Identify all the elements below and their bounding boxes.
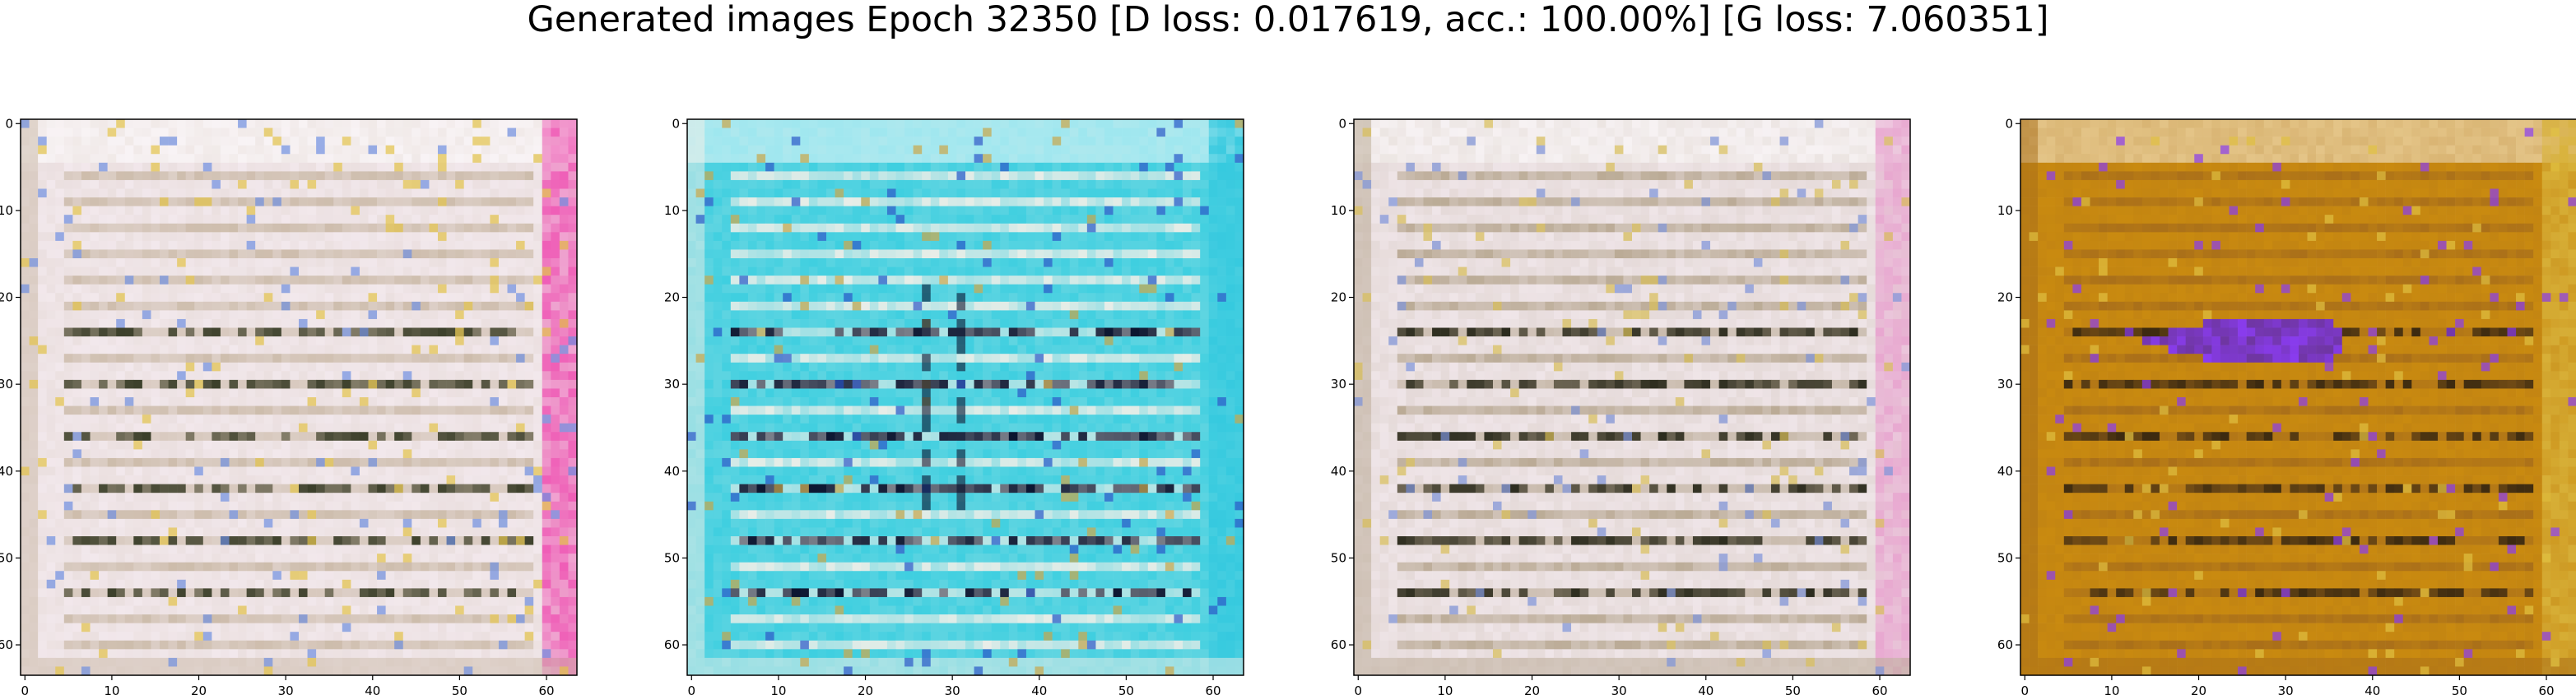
image-pixels	[2020, 119, 2576, 676]
image-pixels	[1354, 119, 1911, 676]
y-tick-label: 50	[1331, 550, 1346, 565]
x-tick-label: 40	[365, 683, 380, 695]
figure-title: Generated images Epoch 32350 [D loss: 0.…	[527, 0, 2049, 40]
x-tick-label: 50	[452, 683, 467, 695]
x-tick-label: 60	[538, 683, 554, 695]
image-panel-4: 0 10 20 30 40 50 60 0 10 20 30 40 50 60	[1997, 116, 2576, 695]
y-tick-label: 30	[1331, 377, 1346, 392]
x-tick-label: 10	[2104, 683, 2119, 695]
y-tick-label: 20	[0, 290, 13, 305]
y-tick-label: 10	[0, 203, 13, 218]
x-tick-label: 40	[1698, 683, 1713, 695]
y-tick-label: 0	[5, 116, 13, 131]
y-tick-label: 30	[0, 377, 13, 392]
y-tick-label: 60	[0, 637, 13, 652]
y-tick-label: 10	[1331, 203, 1346, 218]
y-tick-label: 50	[1997, 550, 2013, 565]
x-tick-label: 20	[858, 683, 873, 695]
x-tick-label: 0	[688, 683, 696, 695]
x-tick-label: 10	[1437, 683, 1453, 695]
y-tick-label: 60	[664, 637, 680, 652]
image-pixels	[687, 119, 1244, 676]
image-panel-1: 0 10 20 30 40 50 60 0 10 20 30 40 50 60	[0, 116, 578, 695]
x-tick-label: 50	[2452, 683, 2467, 695]
image-panel-3: 0 10 20 30 40 50 60 0 10 20 30 40 50 60	[1331, 116, 1911, 695]
y-tick-label: 50	[664, 550, 680, 565]
x-tick-label: 20	[191, 683, 207, 695]
y-tick-label: 60	[1331, 637, 1346, 652]
x-tick-label: 30	[2278, 683, 2294, 695]
x-tick-label: 60	[2538, 683, 2554, 695]
x-tick-label: 50	[1785, 683, 1801, 695]
x-tick-label: 0	[21, 683, 30, 695]
image-panel-2: 0 10 20 30 40 50 60 0 10 20 30 40 50 60	[664, 116, 1244, 695]
y-tick-label: 20	[664, 290, 680, 305]
y-tick-label: 20	[1997, 290, 2013, 305]
x-tick-label: 10	[104, 683, 119, 695]
y-tick-label: 40	[1997, 464, 2013, 479]
y-tick-label: 0	[672, 116, 680, 131]
y-tick-label: 0	[1338, 116, 1346, 131]
x-tick-label: 30	[278, 683, 294, 695]
x-tick-label: 40	[2364, 683, 2380, 695]
y-tick-label: 0	[2005, 116, 2013, 131]
y-tick-label: 30	[1997, 377, 2013, 392]
x-tick-label: 50	[1118, 683, 1134, 695]
y-tick-label: 40	[1331, 464, 1346, 479]
x-tick-label: 20	[2191, 683, 2206, 695]
axes-frame	[1353, 118, 1911, 676]
x-tick-label: 0	[2021, 683, 2030, 695]
x-tick-label: 0	[1355, 683, 1363, 695]
y-tick-label: 20	[1331, 290, 1346, 305]
axes-frame	[20, 118, 578, 676]
y-tick-label: 10	[1997, 203, 2013, 218]
y-tick-label: 50	[0, 550, 13, 565]
y-tick-label: 10	[664, 203, 680, 218]
x-tick-label: 60	[1205, 683, 1221, 695]
x-tick-label: 60	[1872, 683, 1887, 695]
y-tick-label: 30	[664, 377, 680, 392]
x-tick-label: 30	[1611, 683, 1627, 695]
x-tick-label: 20	[1524, 683, 1540, 695]
x-tick-label: 10	[770, 683, 786, 695]
y-tick-label: 40	[664, 464, 680, 479]
axes-frame	[686, 118, 1244, 676]
x-tick-label: 30	[945, 683, 960, 695]
y-tick-label: 60	[1997, 637, 2013, 652]
x-tick-label: 40	[1031, 683, 1047, 695]
image-pixels	[21, 119, 578, 676]
axes-frame	[2020, 118, 2576, 676]
y-tick-label: 40	[0, 464, 13, 479]
